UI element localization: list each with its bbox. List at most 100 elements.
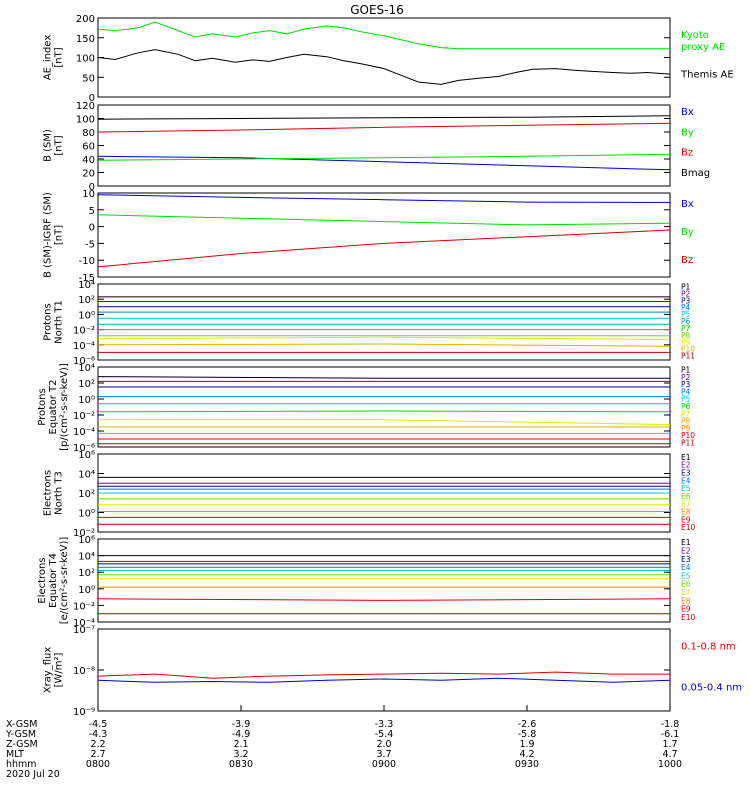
legend-entry: E4 — [681, 476, 691, 485]
x-tick-label: 2.7 — [90, 749, 105, 760]
x-tick-label: 3.2 — [233, 749, 248, 760]
legend-entry: E9 — [681, 515, 691, 524]
legend-entry: P8 — [681, 331, 691, 340]
legend-entry: P5 — [681, 395, 691, 404]
legend-entry: E3 — [681, 555, 691, 564]
y-tick-label: 10⁻⁴ — [73, 618, 95, 629]
legend-entry: P2 — [681, 289, 691, 298]
x-tick-label: 4.7 — [662, 749, 677, 760]
legend-entry: E7 — [681, 500, 691, 509]
legend-entry: E9 — [681, 605, 691, 614]
y-tick-label: 10⁻⁶ — [73, 443, 95, 454]
series-line-Kyoto-proxy-AE — [97, 21, 670, 50]
y-tick-label: 10⁻⁸ — [73, 666, 95, 677]
series-line-P6 — [97, 410, 671, 413]
y-tick-label: 10⁻² — [73, 601, 95, 612]
x-tick-label: 1.9 — [519, 739, 534, 750]
legend-entry: By — [681, 127, 694, 138]
y-tick-label: 100 — [76, 115, 95, 126]
x-tick-label: 3.7 — [376, 749, 391, 760]
panel-1: 0 50 100 150 200 AE_index[nT] Kyoto proxy AE The… — [43, 14, 734, 104]
legend-entry: P7 — [681, 409, 691, 418]
y-axis-title: ProtonsNorth T1 — [43, 300, 65, 344]
x-tick-label: 2.2 — [90, 739, 105, 750]
legend-entry: Bz — [681, 148, 693, 159]
x-tick-label: 2.0 — [376, 739, 391, 750]
legend-entry: P11 — [681, 352, 695, 361]
x-tick-label: -4.3 — [89, 729, 108, 740]
legend-entry: E5 — [681, 571, 691, 580]
series-line-Bz — [97, 122, 671, 133]
panel-7: 10⁻⁴ 10⁻² 10⁰ 10² 10⁴ 10⁶ ElectronsEquator T4[… — [37, 535, 696, 629]
legend-entry: E1 — [681, 538, 691, 547]
panel-3: -15 -10 -5 0 5 10 B (SM)-IGRF (SM)[nT] Bx By Bz — [43, 189, 694, 284]
y-tick-label: 10⁰ — [78, 509, 95, 520]
y-tick-label: 10² — [78, 489, 95, 500]
legend-entry: P2 — [681, 373, 691, 382]
y-axis-title: ElectronsNorth T3 — [43, 470, 65, 516]
legend-entry: E8 — [681, 596, 691, 605]
y-tick-label: 10² — [78, 295, 95, 306]
y-tick-label: 10⁻⁷ — [73, 625, 95, 636]
legend-entry: E5 — [681, 484, 691, 493]
x-row-label: X-GSM — [6, 719, 37, 730]
legend-entry: E10 — [681, 613, 696, 622]
legend-entry: E7 — [681, 588, 691, 597]
y-tick-label: 40 — [82, 155, 95, 166]
x-tick-label: 4.2 — [519, 749, 534, 760]
x-tick-label: 1.7 — [662, 739, 677, 750]
chart-title: GOES-16 — [350, 3, 404, 17]
legend-entry: P7 — [681, 324, 691, 333]
legend-entry: E10 — [681, 523, 696, 532]
series-line-0-1-0-8-nm — [97, 671, 670, 679]
x-tick-label: -2.6 — [518, 719, 537, 730]
y-tick-label: 10⁴ — [78, 470, 95, 481]
y-tick-label: 50 — [82, 73, 95, 84]
legend-entry: E2 — [681, 546, 691, 555]
legend-entry: E3 — [681, 469, 691, 478]
y-tick-label: -10 — [79, 256, 95, 267]
y-tick-label: 10⁴ — [78, 280, 95, 291]
panel-frame — [97, 283, 671, 361]
legend-entry: P6 — [681, 402, 691, 411]
legend-entry: P9 — [681, 338, 691, 347]
legend-entry: Bmag — [681, 168, 710, 179]
panel-frame — [97, 192, 671, 278]
x-tick-label: -6.1 — [661, 729, 680, 740]
legend-entry: E1 — [681, 453, 691, 462]
series-line-E9 — [97, 598, 671, 601]
y-tick-label: 10⁻⁶ — [73, 356, 95, 367]
y-tick-label: 100 — [76, 54, 95, 65]
legend-entry: E6 — [681, 580, 691, 589]
y-axis-title: B (SM)-IGRF (SM)[nT] — [43, 192, 65, 278]
panel-2: 0 20 40 60 80 100 120 B (SM)[nT] Bx By Bz Bmag — [43, 101, 711, 193]
legend-entry: 0.05-0.4 nm — [681, 683, 742, 694]
legend-entry: Bx — [681, 107, 694, 118]
legend-entry: P4 — [681, 387, 691, 396]
x-tick-label: 0800 — [86, 759, 110, 770]
y-tick-label: 10⁻⁴ — [73, 427, 95, 438]
y-tick-label: 200 — [76, 14, 95, 25]
y-tick-label: 10⁶ — [78, 535, 95, 546]
series-line-Themis-AE — [97, 49, 671, 85]
y-tick-label: 80 — [82, 128, 95, 139]
y-tick-label: 10⁻² — [73, 326, 95, 337]
series-line-P9 — [97, 336, 671, 340]
x-row-label: Z-GSM — [6, 739, 38, 750]
y-tick-label: 10⁻² — [73, 411, 95, 422]
x-tick-label: 0900 — [372, 759, 396, 770]
panel-frame — [97, 17, 671, 98]
legend-entry: P11 — [681, 438, 695, 447]
panel-5: 10⁻⁶ 10⁻⁴ 10⁻² 10⁰ 10² 10⁴ ProtonsEquator T2[p… — [37, 363, 695, 454]
y-tick-label: 10⁴ — [78, 552, 95, 563]
y-tick-label: 0 — [89, 93, 95, 104]
legend-entry: P1 — [681, 282, 691, 291]
x-tick-label: -5.8 — [518, 729, 537, 740]
y-axis-title: B (SM)[nT] — [43, 129, 65, 162]
legend-entry: P3 — [681, 296, 691, 305]
legend-entry: Themis AE — [680, 69, 734, 80]
